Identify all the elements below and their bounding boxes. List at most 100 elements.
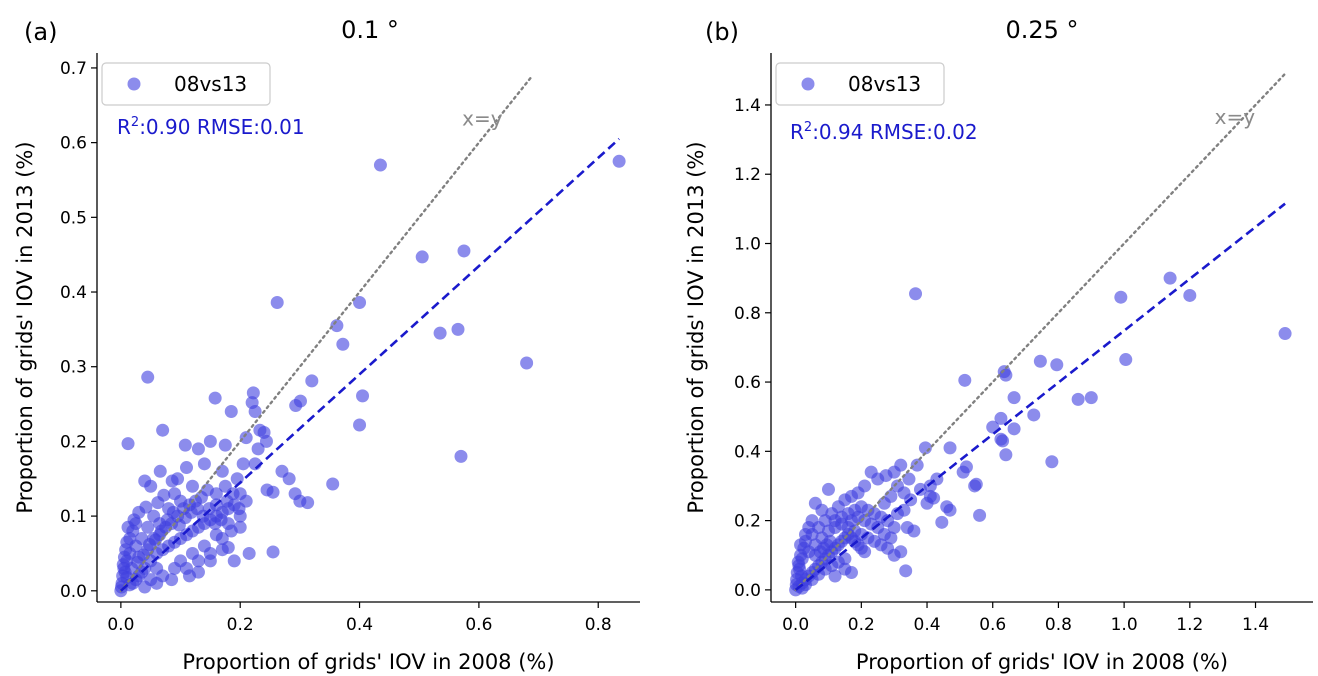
data-point <box>1007 391 1021 405</box>
data-point <box>454 449 468 463</box>
y-tick-label: 0.4 <box>60 283 87 303</box>
fit-line <box>119 137 620 592</box>
x-tick-label: 1.4 <box>1242 615 1269 635</box>
data-point <box>326 477 340 491</box>
data-point <box>156 423 170 437</box>
x-tick-label: 0.8 <box>1045 615 1072 635</box>
data-point <box>191 554 205 568</box>
data-point <box>920 496 934 510</box>
chart-title: 0.25 ° <box>1005 16 1078 44</box>
x-tick-label: 1.2 <box>1176 615 1203 635</box>
data-point <box>1071 392 1085 406</box>
legend-label: 08vs13 <box>174 72 247 96</box>
data-point <box>1183 288 1197 302</box>
data-point <box>828 569 842 583</box>
data-point <box>844 514 858 528</box>
data-point <box>178 438 192 452</box>
data-point <box>520 356 534 370</box>
x-tick-label: 1.0 <box>1111 615 1138 635</box>
data-point <box>1163 271 1177 285</box>
data-point <box>215 532 229 546</box>
data-point <box>1114 290 1128 304</box>
data-point <box>823 534 837 548</box>
data-point <box>166 505 180 519</box>
data-point <box>266 545 280 559</box>
data-point <box>373 158 387 172</box>
x-tick-label: 0.4 <box>346 615 373 635</box>
stats-r-superscript: 2 <box>804 120 812 135</box>
data-point <box>182 569 196 583</box>
data-point <box>144 479 158 493</box>
y-tick-label: 0.2 <box>60 432 87 452</box>
stats-values: :0.94 RMSE:0.02 <box>812 120 977 144</box>
x-tick-label: 0.6 <box>465 615 492 635</box>
data-point <box>994 411 1008 425</box>
data-point <box>242 546 256 560</box>
data-point <box>899 564 913 578</box>
data-point <box>973 508 987 522</box>
data-point <box>151 496 165 510</box>
data-point <box>138 580 152 594</box>
data-point <box>305 374 319 388</box>
data-point <box>202 502 216 516</box>
stats-r: R <box>790 120 804 144</box>
data-point <box>943 503 957 517</box>
data-point <box>1045 455 1059 469</box>
x-tick-label: 0.2 <box>848 615 875 635</box>
x-tick-label: 0.6 <box>979 615 1006 635</box>
data-point <box>336 337 350 351</box>
data-point <box>270 295 284 309</box>
y-tick-label: 0.6 <box>734 373 761 393</box>
data-point <box>191 442 205 456</box>
data-point <box>248 405 262 419</box>
data-point <box>251 442 265 456</box>
y-tick-label: 0.0 <box>734 581 761 601</box>
data-point <box>877 527 891 541</box>
data-point <box>203 434 217 448</box>
legend-box <box>775 62 945 106</box>
data-point <box>139 500 153 514</box>
data-point <box>153 464 167 478</box>
panel-label: (a) <box>24 18 57 46</box>
data-point <box>214 513 228 527</box>
data-point <box>301 496 315 510</box>
identity-line-label: x=y <box>462 106 503 130</box>
y-tick-label: 0.6 <box>60 134 87 154</box>
y-tick-label: 1.4 <box>734 96 761 116</box>
y-tick-label: 0.5 <box>60 208 87 228</box>
panel-b: (b) 0.25 ° 0.0 0.2 0.4 0.6 0.8 1.0 1.2 1.4 0.0 0.2 0… <box>684 16 1313 674</box>
stats-annotation: R2:0.94 RMSE:0.02 <box>790 120 978 144</box>
data-point <box>959 460 973 474</box>
data-point <box>798 527 812 541</box>
y-tick-label: 0.8 <box>734 304 761 324</box>
data-point <box>259 434 273 448</box>
data-point <box>1033 354 1047 368</box>
legend-label: 08vs13 <box>848 72 921 96</box>
data-point <box>835 510 849 524</box>
fit-line <box>794 202 1286 591</box>
y-tick-label: 0.1 <box>60 507 87 527</box>
x-axis-label: Proportion of grids' IOV in 2008 (%) <box>856 650 1228 674</box>
data-point <box>910 458 924 472</box>
data-point <box>121 437 135 451</box>
data-point <box>415 250 429 264</box>
data-point <box>266 485 280 499</box>
data-point <box>224 405 238 419</box>
data-point <box>232 502 246 516</box>
data-point <box>457 244 471 258</box>
legend-marker <box>127 77 141 91</box>
data-point <box>353 418 367 432</box>
data-point <box>451 322 465 336</box>
panel-label: (b) <box>705 18 739 46</box>
data-point <box>215 543 229 557</box>
x-tick-label: 0.8 <box>585 615 612 635</box>
data-point <box>612 154 626 168</box>
data-point <box>194 490 208 504</box>
legend-box <box>101 62 271 106</box>
data-point <box>996 434 1010 448</box>
data-point <box>203 554 217 568</box>
data-point <box>1119 353 1133 367</box>
data-point <box>907 524 921 538</box>
data-point <box>890 507 904 521</box>
data-point <box>902 472 916 486</box>
